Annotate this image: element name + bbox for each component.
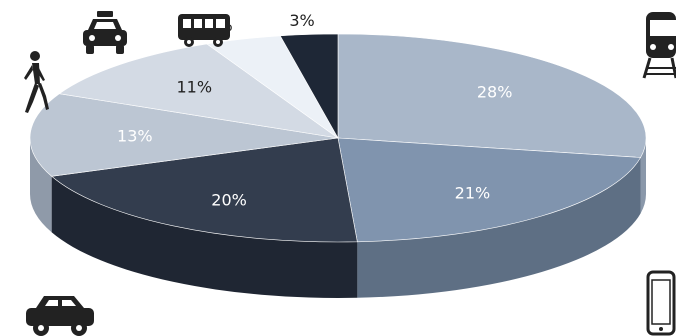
pie-label-walk: 13% [117, 127, 153, 146]
pie-slice-walk [29, 93, 339, 177]
train-icon [642, 12, 676, 79]
pie-label-train: 28% [477, 83, 513, 102]
phone-icon [646, 270, 676, 336]
pie-slice-train [337, 33, 647, 158]
taxi-icon [83, 11, 127, 54]
pie-slice-phone [337, 137, 642, 243]
pie-label-other: 3% [289, 11, 314, 30]
pie-slice-other [279, 33, 339, 140]
pie-slices [29, 33, 647, 243]
pie-side-train [640, 138, 646, 214]
pie-label-phone: 21% [455, 184, 491, 203]
pie-slice-taxi [58, 43, 339, 139]
pie-label-taxi: 11% [176, 78, 212, 97]
pie-slice-car [50, 137, 358, 243]
pie-sides [30, 138, 646, 298]
pie-side-walk [30, 138, 52, 233]
bus-icon [178, 14, 230, 47]
car-icon [26, 296, 94, 336]
walking-person-icon [24, 51, 49, 113]
pie-side-car [51, 176, 358, 298]
pie-side-phone [357, 157, 641, 298]
pie-label-car: 20% [211, 190, 247, 209]
